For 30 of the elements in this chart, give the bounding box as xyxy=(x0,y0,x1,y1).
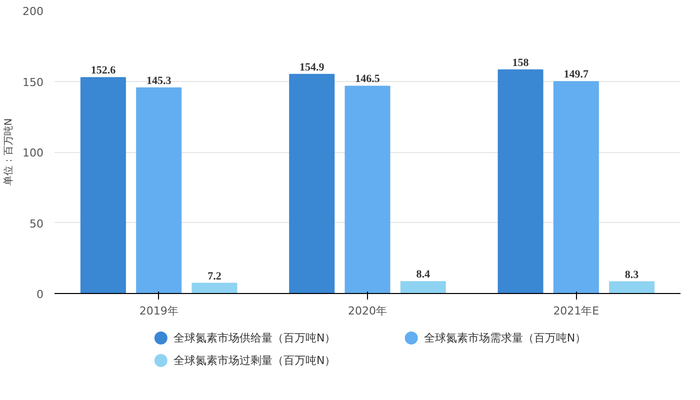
data-label: 8.3 xyxy=(624,268,640,281)
bar xyxy=(498,69,544,294)
y-tick-label: 150 xyxy=(22,76,44,89)
data-label: 7.2 xyxy=(208,270,222,282)
data-label: 145.3 xyxy=(146,74,172,87)
legend-label: 全球氮素市场需求量（百万吨N） xyxy=(424,332,586,344)
y-tick-label: 200 xyxy=(22,5,44,18)
data-label: 149.7 xyxy=(564,68,590,81)
y-axis-title: 单位：百万吨N xyxy=(2,118,15,186)
y-tick-label: 50 xyxy=(30,217,44,230)
data-label: 158 xyxy=(512,56,530,69)
data-label: 146.5 xyxy=(355,73,380,86)
bar xyxy=(80,77,126,294)
data-label: 154.9 xyxy=(299,61,325,74)
x-tick-label: 2019年 xyxy=(139,304,178,318)
legend-label: 全球氮素市场过剩量（百万吨N） xyxy=(173,354,336,367)
bar xyxy=(609,281,655,294)
bar xyxy=(400,281,446,294)
bar xyxy=(344,86,390,294)
data-label: 8.4 xyxy=(416,268,431,281)
legend-label: 全球氮素市场供给量（百万吨N） xyxy=(173,332,336,344)
bar xyxy=(553,81,599,294)
x-tick-label: 2020年 xyxy=(348,304,388,318)
bar xyxy=(136,87,182,294)
bar xyxy=(289,74,335,294)
x-tick-label: 2021年E xyxy=(553,304,600,318)
y-tick-label: 100 xyxy=(22,146,44,160)
bar xyxy=(192,282,238,294)
data-label: 152.6 xyxy=(90,64,116,77)
y-tick-label: 0 xyxy=(36,288,44,301)
